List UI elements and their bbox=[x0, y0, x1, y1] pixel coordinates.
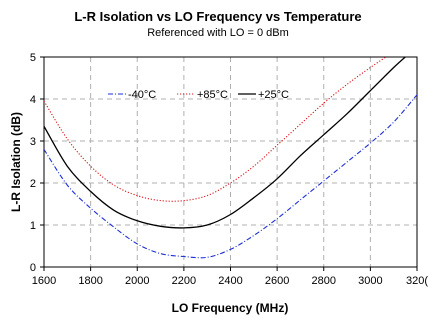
y-tick-label: 4 bbox=[30, 94, 36, 106]
y-axis-label: L-R Isolation (dB) bbox=[9, 112, 23, 212]
x-tick-label: 2200 bbox=[172, 275, 196, 287]
y-tick-label: 0 bbox=[30, 262, 36, 274]
x-tick-label: 2000 bbox=[125, 275, 149, 287]
legend: -40°C +85°C +25°C bbox=[108, 89, 289, 101]
legend-label: +25°C bbox=[258, 89, 289, 101]
x-tick-label: 1800 bbox=[78, 275, 102, 287]
series-line-2 bbox=[44, 57, 407, 229]
y-tick-label: 1 bbox=[30, 220, 36, 232]
axis-ticks: 1600 1800 2000 2200 2400 2600 2800 3000 320( 0 1 2 3… bbox=[30, 52, 428, 287]
x-axis-label: LO Frequency (MHz) bbox=[172, 301, 289, 315]
x-tick-label: 2600 bbox=[265, 275, 289, 287]
x-tick-label: 2400 bbox=[218, 275, 242, 287]
y-tick-label: 5 bbox=[30, 52, 36, 64]
x-tick-label: 2800 bbox=[312, 275, 336, 287]
chart-subtitle: Referenced with LO = 0 dBm bbox=[147, 27, 289, 39]
y-tick-label: 2 bbox=[30, 178, 36, 190]
chart-title: L-R Isolation vs LO Frequency vs Tempera… bbox=[74, 9, 362, 24]
x-tick-label: 320( bbox=[406, 275, 428, 287]
legend-label: -40°C bbox=[128, 89, 156, 101]
series-layer bbox=[44, 57, 417, 259]
legend-label: +85°C bbox=[197, 89, 228, 101]
x-tick-label: 1600 bbox=[32, 275, 56, 287]
x-tick-label: 3000 bbox=[358, 275, 382, 287]
series-line-1 bbox=[44, 57, 387, 202]
grid bbox=[44, 57, 417, 267]
series-line-0 bbox=[44, 94, 417, 259]
y-tick-label: 3 bbox=[30, 136, 36, 148]
